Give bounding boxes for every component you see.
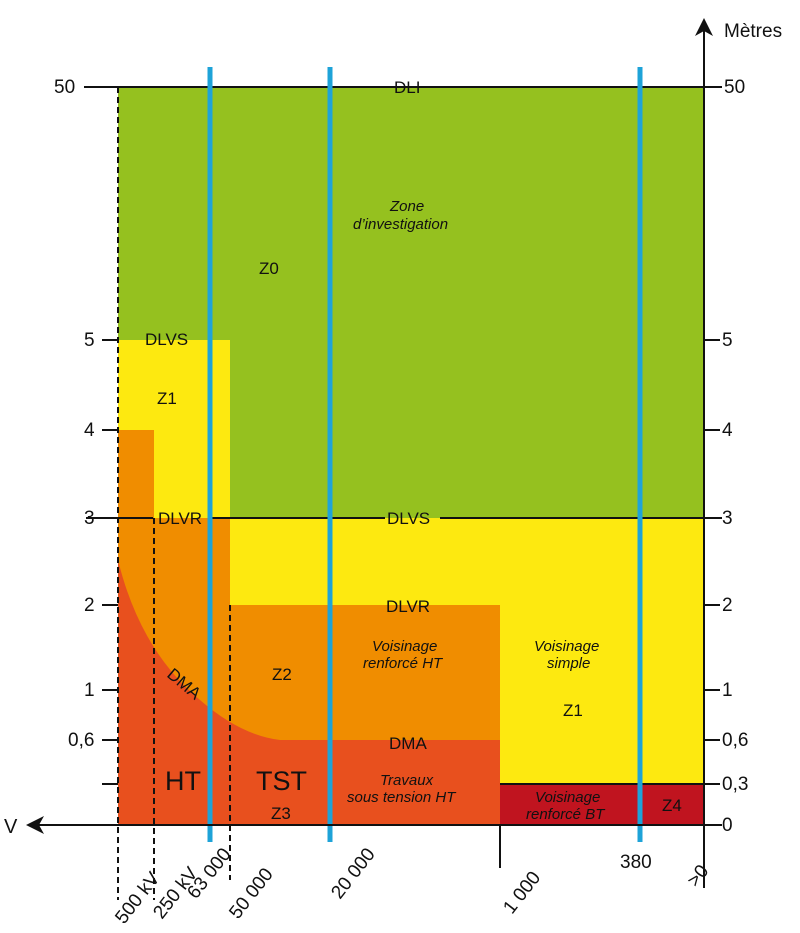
x-axis-arrow-icon [26, 816, 44, 834]
zone-z3-desc-1: Travaux [380, 772, 434, 789]
y-tick-right-50: 50 [724, 77, 745, 98]
tst-label: TST [256, 766, 307, 796]
zone-z1-left-label: Z1 [157, 389, 177, 408]
dlvr-label-left: DLVR [158, 509, 202, 528]
ht-label: HT [165, 766, 201, 796]
right-ticks [704, 339, 720, 785]
dli-label: DLI [394, 78, 420, 97]
y-tick-right-3: 3 [722, 508, 733, 529]
y-tick-right-1: 1 [722, 680, 733, 701]
zone-z4-desc-2: renforcé BT [526, 806, 606, 823]
y-tick-right-5: 5 [722, 330, 733, 351]
zone-z3-area [118, 560, 500, 825]
dma-label-mid: DMA [389, 734, 427, 753]
y-tick-left-4: 4 [84, 420, 95, 441]
zone-z1-right-label: Z1 [563, 701, 583, 720]
dlvs-label-left: DLVS [145, 330, 188, 349]
y-tick-left-2: 2 [84, 595, 95, 616]
zone-z2-desc-2: renforcé HT [363, 655, 444, 672]
x-tick-1000: 1 000 [499, 868, 545, 918]
dlvr-label-mid: DLVR [386, 597, 430, 616]
x-axis-title: V [4, 816, 18, 838]
zone-z4-label: Z4 [662, 796, 682, 815]
zone-z0-label: Z0 [259, 259, 279, 278]
zone-z4-area [500, 784, 704, 825]
zone-z1-desc-1: Voisinage [534, 638, 599, 655]
dlvs-label-mid: DLVS [387, 509, 430, 528]
y-tick-left-0-6: 0,6 [68, 730, 94, 751]
y-tick-right-4: 4 [722, 420, 733, 441]
y-tick-left-50: 50 [54, 77, 75, 98]
zone-z3-desc-2: sous tension HT [347, 789, 457, 806]
y-tick-left-5: 5 [84, 330, 95, 351]
zone-z1-desc-2: simple [547, 655, 590, 672]
y-tick-left-1: 1 [84, 680, 95, 701]
x-tick-gt0: >0 [683, 861, 713, 891]
y-tick-right-0-3: 0,3 [722, 774, 748, 795]
x-tick-500kv: 500 kV [111, 868, 164, 928]
zone-z2-label: Z2 [272, 665, 292, 684]
x-tick-50000: 50 000 [225, 864, 277, 923]
zone-z4-desc-1: Voisinage [535, 789, 600, 806]
zone-z2-desc-1: Voisinage [372, 638, 437, 655]
y-tick-right-0-6: 0,6 [722, 730, 748, 751]
y-tick-right-0: 0 [722, 815, 733, 836]
zone-z0-desc-2: d’investigation [353, 216, 448, 233]
zone-z0-desc-1: Zone [389, 198, 424, 215]
left-ticks [102, 339, 118, 785]
y-tick-right-2: 2 [722, 595, 733, 616]
x-tick-380: 380 [620, 852, 652, 873]
zone-z3-label: Z3 [271, 804, 291, 823]
y-axis-title: Mètres [724, 21, 782, 42]
y-axis-arrow-icon [695, 18, 713, 36]
x-tick-20000: 20 000 [327, 844, 379, 903]
y-tick-left-3: 3 [84, 508, 95, 529]
